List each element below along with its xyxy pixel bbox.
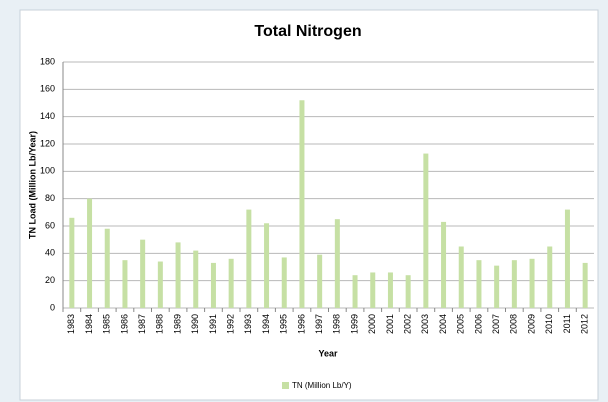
bar (246, 209, 252, 308)
chart-area (19, 9, 599, 401)
x-tick-label: 1997 (314, 314, 324, 334)
bar (157, 261, 163, 308)
bar (264, 223, 270, 308)
y-tick-label: 40 (45, 248, 55, 258)
bar (476, 260, 482, 308)
bar (352, 275, 358, 308)
y-tick-label: 0 (50, 302, 55, 312)
bar (122, 260, 128, 308)
bar (228, 258, 234, 308)
x-axis-label: Year (318, 348, 338, 358)
x-tick-label: 2001 (385, 314, 395, 334)
x-tick-label: 1983 (66, 314, 76, 334)
bar (494, 265, 500, 308)
x-tick-label: 2000 (367, 314, 377, 334)
bar (387, 272, 393, 308)
bar (441, 221, 447, 308)
x-tick-label: 2008 (509, 314, 519, 334)
y-axis-label: TN Load (Million Lb/Year) (27, 131, 37, 239)
y-tick-label: 160 (40, 84, 55, 94)
bar (175, 242, 181, 308)
y-tick-label: 80 (45, 193, 55, 203)
x-tick-label: 1989 (172, 314, 182, 334)
x-tick-label: 1995 (279, 314, 289, 334)
y-tick-label: 100 (40, 166, 55, 176)
x-tick-label: 1987 (137, 314, 147, 334)
x-tick-label: 1996 (296, 314, 306, 334)
x-tick-label: 2009 (526, 314, 536, 334)
x-tick-label: 1985 (102, 314, 112, 334)
bar (405, 275, 411, 308)
bar (423, 153, 429, 308)
y-tick-label: 180 (40, 56, 55, 66)
x-tick-label: 1990 (190, 314, 200, 334)
bar (511, 260, 517, 308)
x-tick-label: 2002 (403, 314, 413, 334)
bar (69, 217, 75, 308)
legend-label: TN (Million Lb/Y) (292, 381, 352, 390)
bar (547, 246, 553, 308)
x-tick-label: 2012 (580, 314, 590, 334)
bar (281, 257, 287, 308)
y-tick-label: 20 (45, 275, 55, 285)
x-tick-label: 1988 (155, 314, 165, 334)
x-tick-label: 1986 (119, 314, 129, 334)
x-tick-label: 2006 (473, 314, 483, 334)
x-tick-label: 2007 (491, 314, 501, 334)
bar (529, 258, 535, 308)
bar (334, 219, 340, 308)
x-tick-label: 1991 (208, 314, 218, 334)
x-tick-label: 1993 (243, 314, 253, 334)
chart-title: Total Nitrogen (254, 23, 361, 40)
x-tick-label: 2010 (544, 314, 554, 334)
bar (299, 100, 305, 309)
x-tick-label: 1998 (332, 314, 342, 334)
x-tick-label: 2011 (562, 314, 572, 333)
x-tick-label: 2003 (420, 314, 430, 334)
x-tick-label: 2004 (438, 314, 448, 334)
x-tick-label: 1999 (349, 314, 359, 334)
bar (210, 262, 216, 308)
legend-swatch (282, 382, 289, 389)
bar (104, 228, 110, 308)
x-tick-label: 1992 (226, 314, 236, 334)
bar (140, 239, 146, 308)
x-tick-label: 1984 (84, 314, 94, 334)
bar (317, 254, 323, 308)
y-tick-label: 60 (45, 220, 55, 230)
bar (564, 209, 570, 308)
bar (458, 246, 464, 308)
bar (193, 250, 199, 308)
x-tick-label: 1994 (261, 314, 271, 334)
x-tick-label: 2005 (456, 314, 466, 334)
bar (582, 262, 588, 308)
y-tick-label: 120 (40, 138, 55, 148)
bar (370, 272, 376, 308)
y-tick-label: 140 (40, 111, 55, 121)
bar (87, 198, 93, 308)
